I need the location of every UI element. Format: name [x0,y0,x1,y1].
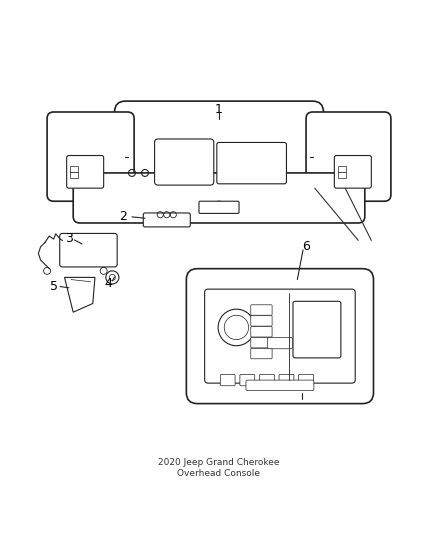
FancyBboxPatch shape [334,156,371,188]
FancyBboxPatch shape [70,166,78,172]
FancyBboxPatch shape [293,301,341,358]
FancyBboxPatch shape [267,337,293,349]
FancyBboxPatch shape [220,375,235,386]
FancyBboxPatch shape [251,305,272,315]
FancyBboxPatch shape [251,316,272,326]
FancyBboxPatch shape [47,112,134,201]
Text: 2: 2 [119,210,127,223]
FancyBboxPatch shape [143,213,190,227]
FancyBboxPatch shape [155,139,214,185]
Text: 3: 3 [65,232,73,245]
FancyBboxPatch shape [186,269,374,403]
FancyBboxPatch shape [338,166,346,172]
FancyBboxPatch shape [217,142,286,184]
Text: 6: 6 [302,240,310,253]
FancyBboxPatch shape [299,375,314,386]
FancyBboxPatch shape [259,375,274,386]
FancyBboxPatch shape [73,173,365,223]
FancyBboxPatch shape [60,233,117,267]
Text: Overhead Console: Overhead Console [177,469,261,478]
FancyBboxPatch shape [67,156,104,188]
FancyBboxPatch shape [306,112,391,201]
Text: 1: 1 [215,103,223,116]
Text: 2020 Jeep Grand Cherokee: 2020 Jeep Grand Cherokee [158,458,280,467]
FancyBboxPatch shape [115,101,323,206]
FancyBboxPatch shape [70,172,78,178]
FancyBboxPatch shape [205,289,355,383]
Text: 5: 5 [49,280,58,293]
Text: 4: 4 [104,277,112,289]
FancyBboxPatch shape [251,327,272,337]
FancyBboxPatch shape [240,375,254,386]
FancyBboxPatch shape [251,337,272,348]
FancyBboxPatch shape [246,380,314,391]
FancyBboxPatch shape [251,349,272,359]
FancyBboxPatch shape [199,201,239,213]
FancyBboxPatch shape [279,375,294,386]
FancyBboxPatch shape [338,172,346,178]
